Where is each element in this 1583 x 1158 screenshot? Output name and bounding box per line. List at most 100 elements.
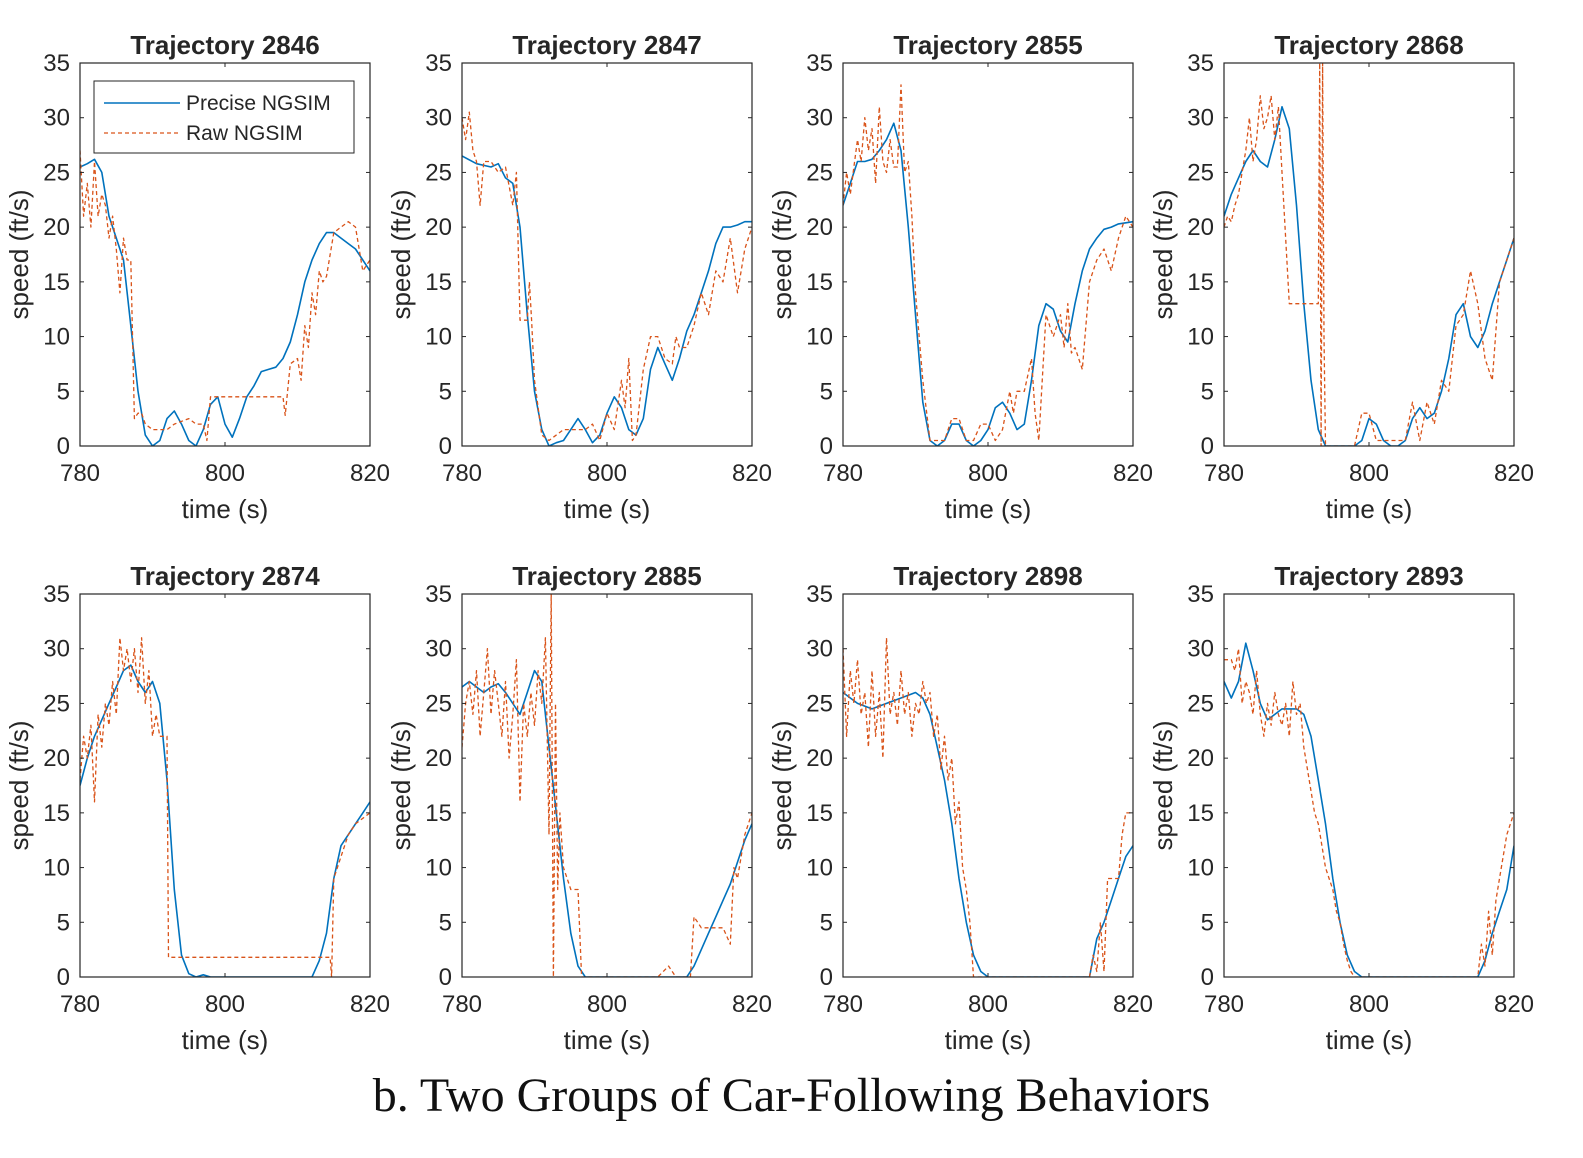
y-axis-label: speed (ft/s): [4, 189, 34, 319]
y-axis-label: speed (ft/s): [1148, 189, 1178, 319]
x-tick-label: 800: [587, 991, 627, 1018]
x-tick-label: 820: [732, 460, 772, 487]
y-tick-label: 10: [806, 855, 833, 882]
y-tick-label: 30: [806, 636, 833, 663]
panel-title: Trajectory 2898: [893, 561, 1082, 591]
y-tick-label: 0: [439, 964, 452, 991]
y-tick-label: 25: [806, 690, 833, 717]
panel-title: Trajectory 2847: [512, 30, 701, 60]
y-axis-label: speed (ft/s): [1148, 720, 1178, 850]
y-tick-label: 10: [43, 324, 70, 351]
x-axis-label: time (s): [1326, 1025, 1413, 1055]
y-tick-label: 20: [1187, 745, 1214, 772]
series-line-raw-ngsim: [843, 84, 1133, 442]
y-tick-label: 10: [1187, 324, 1214, 351]
legend-label: Raw NGSIM: [186, 122, 303, 145]
y-tick-label: 20: [806, 745, 833, 772]
x-tick-label: 780: [442, 460, 482, 487]
y-tick-label: 20: [425, 745, 452, 772]
series-line-raw-ngsim: [462, 594, 752, 977]
y-tick-label: 20: [43, 214, 70, 241]
series-line-precise-ngsim: [80, 664, 370, 977]
y-tick-label: 35: [425, 50, 452, 77]
y-tick-label: 15: [425, 269, 452, 296]
chart-panel-4: 0 5 10 15 20 25 30 35 780 800 820 Trajectory 2868 ti…: [1148, 30, 1534, 524]
y-tick-label: 25: [1187, 690, 1214, 717]
y-tick-label: 5: [439, 378, 452, 405]
y-tick-label: 5: [1201, 378, 1214, 405]
y-axis-label: speed (ft/s): [386, 720, 416, 850]
x-tick-label: 820: [350, 991, 390, 1018]
panel-title: Trajectory 2874: [130, 561, 320, 591]
series-line-precise-ngsim: [1224, 642, 1514, 977]
x-tick-label: 800: [205, 460, 245, 487]
x-axis-label: time (s): [564, 494, 651, 524]
y-axis-label: speed (ft/s): [767, 720, 797, 850]
y-tick-label: 0: [439, 433, 452, 460]
series-group: [462, 594, 752, 977]
x-axis-label: time (s): [182, 494, 269, 524]
y-tick-label: 25: [43, 159, 70, 186]
y-tick-label: 35: [425, 581, 452, 608]
y-tick-label: 5: [820, 378, 833, 405]
y-tick-label: 10: [425, 855, 452, 882]
y-tick-label: 35: [43, 581, 70, 608]
series-line-raw-ngsim: [462, 111, 752, 442]
y-tick-label: 25: [425, 690, 452, 717]
y-tick-label: 15: [806, 800, 833, 827]
series-group: [1224, 642, 1514, 977]
y-tick-label: 5: [57, 378, 70, 405]
plot-area: [843, 63, 1133, 446]
plot-area: [1224, 594, 1514, 977]
plot-area: [1224, 63, 1514, 446]
y-tick-label: 35: [806, 50, 833, 77]
y-tick-label: 25: [425, 159, 452, 186]
x-tick-label: 820: [1494, 460, 1534, 487]
series-line-precise-ngsim: [80, 158, 370, 446]
x-tick-label: 820: [350, 460, 390, 487]
x-tick-label: 820: [732, 991, 772, 1018]
x-tick-label: 800: [1349, 991, 1389, 1018]
x-tick-label: 800: [1349, 460, 1389, 487]
series-group: [80, 150, 370, 446]
y-tick-label: 0: [820, 964, 833, 991]
x-axis-label: time (s): [945, 494, 1032, 524]
y-tick-label: 10: [425, 324, 452, 351]
y-tick-label: 20: [1187, 214, 1214, 241]
legend-label: Precise NGSIM: [186, 92, 331, 115]
y-tick-label: 0: [820, 433, 833, 460]
y-tick-label: 30: [1187, 105, 1214, 132]
x-axis-label: time (s): [1326, 494, 1413, 524]
y-tick-label: 35: [1187, 50, 1214, 77]
y-tick-label: 5: [439, 909, 452, 936]
series-line-precise-ngsim: [843, 122, 1133, 446]
y-tick-label: 20: [806, 214, 833, 241]
x-tick-label: 780: [1204, 460, 1244, 487]
chart-panel-3: 0 5 10 15 20 25 30 35 780 800 820 Trajectory 2855 ti…: [767, 30, 1153, 524]
y-tick-label: 5: [1201, 909, 1214, 936]
x-axis-label: time (s): [945, 1025, 1032, 1055]
y-tick-label: 35: [43, 50, 70, 77]
series-line-raw-ngsim: [843, 637, 1133, 977]
y-tick-label: 15: [43, 800, 70, 827]
y-tick-label: 35: [806, 581, 833, 608]
y-tick-label: 30: [43, 105, 70, 132]
x-tick-label: 780: [823, 460, 863, 487]
y-tick-label: 10: [806, 324, 833, 351]
x-tick-label: 780: [1204, 991, 1244, 1018]
y-tick-label: 15: [425, 800, 452, 827]
series-line-precise-ngsim: [1224, 106, 1514, 446]
plot-area: [462, 63, 752, 446]
panel-title: Trajectory 2846: [130, 30, 319, 60]
x-tick-label: 780: [823, 991, 863, 1018]
x-tick-label: 820: [1494, 991, 1534, 1018]
panel-title: Trajectory 2855: [893, 30, 1082, 60]
chart-panel-8: 0 5 10 15 20 25 30 35 780 800 820 Trajectory 2893 ti…: [1148, 561, 1534, 1055]
y-tick-label: 25: [1187, 159, 1214, 186]
y-tick-label: 25: [43, 690, 70, 717]
chart-panel-1: 0 5 10 15 20 25 30 35 780 800 820 Trajectory 2846 ti…: [4, 30, 390, 524]
series-line-raw-ngsim: [80, 637, 370, 977]
y-tick-label: 30: [43, 636, 70, 663]
y-axis-label: speed (ft/s): [4, 720, 34, 850]
